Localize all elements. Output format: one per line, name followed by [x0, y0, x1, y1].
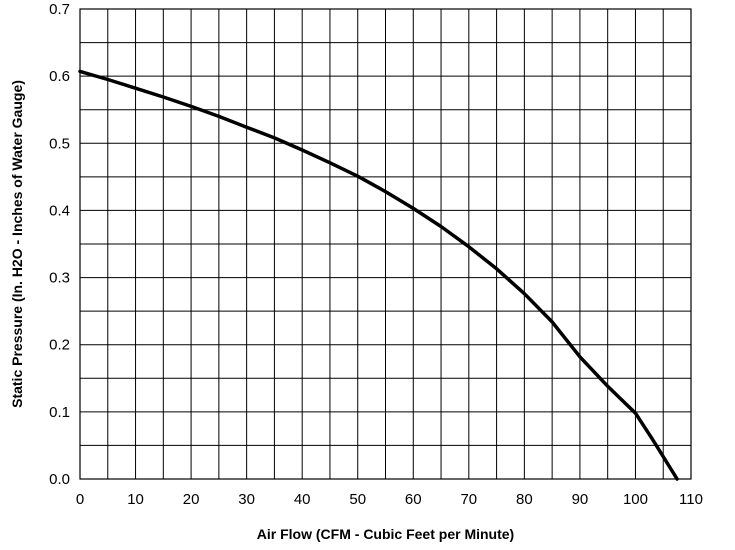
x-axis-ticks: 0 10 20 30 40 50 60 70 80 90 100 110 — [76, 491, 703, 508]
x-tick-label: 90 — [572, 491, 589, 508]
grid — [80, 9, 691, 479]
x-tick-label: 0 — [76, 491, 84, 508]
x-tick-label: 70 — [460, 491, 477, 508]
x-tick-label: 50 — [349, 491, 366, 508]
y-tick-label: 0.0 — [49, 471, 70, 488]
x-tick-label: 10 — [127, 491, 144, 508]
x-tick-label: 20 — [183, 491, 200, 508]
y-axis-title: Static Pressure (In. H2O - Inches of Wat… — [9, 80, 25, 408]
y-tick-label: 0.4 — [49, 202, 70, 219]
series-layer — [78, 69, 679, 481]
y-axis-ticks: 0.0 0.1 0.2 0.3 0.4 0.5 0.6 0.7 — [49, 1, 70, 488]
x-tick-label: 110 — [679, 491, 703, 508]
x-tick-label: 80 — [516, 491, 533, 508]
y-tick-label: 0.2 — [49, 337, 70, 354]
x-tick-label: 30 — [238, 491, 255, 508]
x-tick-label: 100 — [623, 491, 648, 508]
series-line — [78, 69, 679, 481]
y-tick-label: 0.7 — [49, 1, 70, 18]
y-tick-label: 0.6 — [49, 68, 70, 85]
x-tick-label: 40 — [294, 491, 311, 508]
y-tick-label: 0.3 — [49, 270, 70, 287]
x-axis-title: Air Flow (CFM - Cubic Feet per Minute) — [257, 526, 514, 542]
y-tick-label: 0.1 — [49, 404, 70, 421]
plot-area-frame — [79, 8, 692, 480]
x-tick-label: 60 — [405, 491, 422, 508]
y-tick-label: 0.5 — [49, 135, 70, 152]
